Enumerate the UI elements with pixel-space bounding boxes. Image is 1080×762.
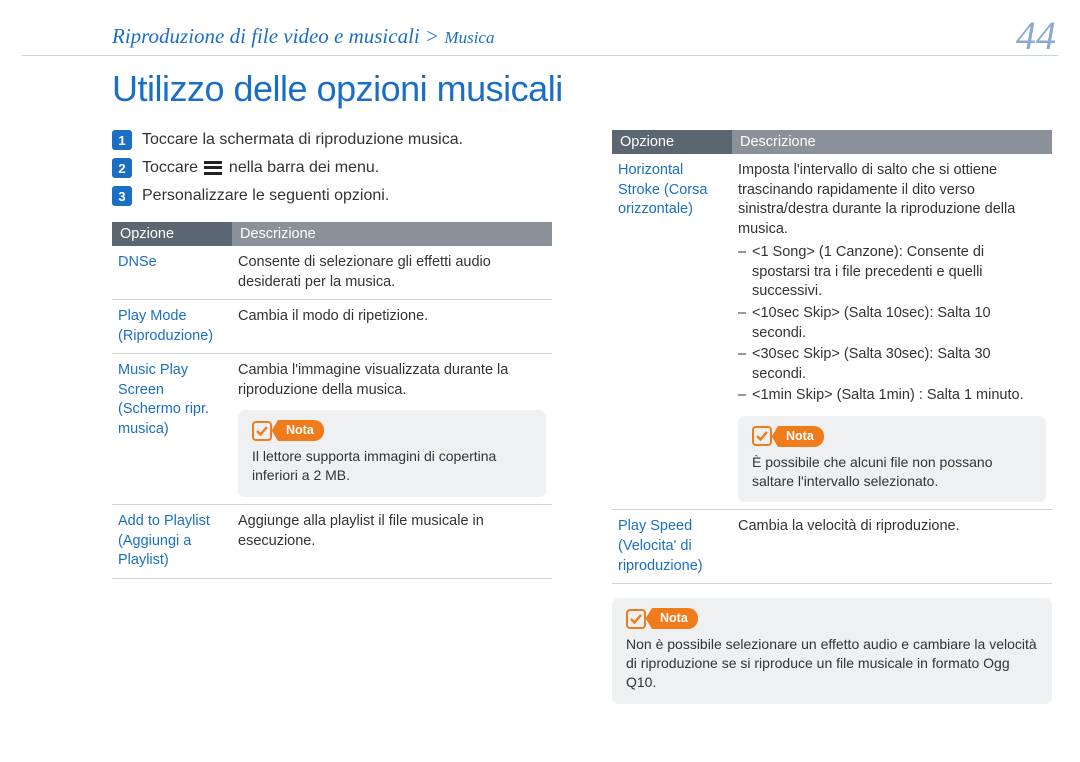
step-3: 3 Personalizzare le seguenti opzioni. bbox=[112, 186, 552, 206]
table-header-row: Opzione Descrizione bbox=[612, 130, 1052, 154]
breadcrumb-main: Riproduzione di file video e musicali > bbox=[112, 24, 439, 48]
nota-icon bbox=[252, 421, 272, 441]
nota-box: Nota Il lettore supporta immagini di cop… bbox=[238, 410, 546, 497]
options-table-left: Opzione Descrizione DNSe Consente di sel… bbox=[112, 222, 552, 579]
step-badge-3: 3 bbox=[112, 186, 132, 206]
table-row: Horizontal Stroke (Corsa orizzontale) Im… bbox=[612, 154, 1052, 510]
steps-list: 1 Toccare la schermata di riproduzione m… bbox=[112, 130, 552, 206]
nota-pill: Nota bbox=[278, 420, 324, 441]
option-desc: Cambia l'immagine visualizzata durante l… bbox=[232, 354, 552, 505]
table-row: Play Speed (Velocita' di riproduzione) C… bbox=[612, 510, 1052, 584]
bullet-list: <1 Song> (1 Canzone): Consente di sposta… bbox=[738, 243, 1046, 406]
page-title: Utilizzo delle opzioni musicali bbox=[112, 68, 563, 110]
step-2-text: Toccare nella barra dei menu. bbox=[142, 159, 379, 177]
bullet-item: <1 Song> (1 Canzone): Consente di sposta… bbox=[738, 243, 1046, 302]
nota-box: Nota È possibile che alcuni file non pos… bbox=[738, 416, 1046, 503]
step-badge-1: 1 bbox=[112, 130, 132, 150]
option-name: Play Mode (Riproduzione) bbox=[112, 300, 232, 354]
table-row: DNSe Consente di selezionare gli effetti… bbox=[112, 246, 552, 300]
step-1: 1 Toccare la schermata di riproduzione m… bbox=[112, 130, 552, 150]
nota-text: Non è possibile selezionare un effetto a… bbox=[626, 635, 1038, 692]
table-row: Music Play Screen (Schermo ripr. musica)… bbox=[112, 354, 552, 505]
option-name: Play Speed (Velocita' di riproduzione) bbox=[612, 510, 732, 584]
table-row: Add to Playlist (Aggiungi a Playlist) Ag… bbox=[112, 505, 552, 579]
option-name: Add to Playlist (Aggiungi a Playlist) bbox=[112, 505, 232, 579]
step-1-text: Toccare la schermata di riproduzione mus… bbox=[142, 131, 463, 149]
table-header-row: Opzione Descrizione bbox=[112, 222, 552, 246]
option-desc: Cambia la velocità di riproduzione. bbox=[732, 510, 1052, 584]
option-name: Music Play Screen (Schermo ripr. musica) bbox=[112, 354, 232, 505]
th-option: Opzione bbox=[112, 222, 232, 246]
step-3-text: Personalizzare le seguenti opzioni. bbox=[142, 187, 389, 205]
th-option: Opzione bbox=[612, 130, 732, 154]
step-badge-2: 2 bbox=[112, 158, 132, 178]
table-row: Play Mode (Riproduzione) Cambia il modo … bbox=[112, 300, 552, 354]
content-columns: 1 Toccare la schermata di riproduzione m… bbox=[112, 130, 1058, 704]
option-desc: Consente di selezionare gli effetti audi… bbox=[232, 246, 552, 300]
nota-label: Nota bbox=[626, 608, 698, 629]
nota-pill: Nota bbox=[778, 426, 824, 447]
nota-pill: Nota bbox=[652, 608, 698, 629]
option-name: Horizontal Stroke (Corsa orizzontale) bbox=[612, 154, 732, 510]
nota-box-bottom: Nota Non è possibile selezionare un effe… bbox=[612, 598, 1052, 704]
th-description: Descrizione bbox=[732, 130, 1052, 154]
nota-label: Nota bbox=[752, 426, 824, 447]
menu-icon bbox=[204, 161, 222, 175]
nota-label: Nota bbox=[252, 420, 324, 441]
breadcrumb: Riproduzione di file video e musicali > … bbox=[112, 24, 494, 49]
step-2: 2 Toccare nella barra dei menu. bbox=[112, 158, 552, 178]
nota-icon bbox=[752, 426, 772, 446]
option-desc: Aggiunge alla playlist il file musicale … bbox=[232, 505, 552, 579]
breadcrumb-sub: Musica bbox=[444, 28, 494, 47]
th-description: Descrizione bbox=[232, 222, 552, 246]
header-divider bbox=[22, 55, 1058, 56]
option-desc: Cambia il modo di ripetizione. bbox=[232, 300, 552, 354]
left-column: 1 Toccare la schermata di riproduzione m… bbox=[112, 130, 552, 704]
bullet-item: <10sec Skip> (Salta 10sec): Salta 10 sec… bbox=[738, 304, 1046, 343]
option-desc: Imposta l'intervallo di salto che si ott… bbox=[732, 154, 1052, 510]
bullet-item: <30sec Skip> (Salta 30sec): Salta 30 sec… bbox=[738, 345, 1046, 384]
bullet-item: <1min Skip> (Salta 1min) : Salta 1 minut… bbox=[738, 386, 1046, 406]
right-column: Opzione Descrizione Horizontal Stroke (C… bbox=[612, 130, 1052, 704]
option-name: DNSe bbox=[112, 246, 232, 300]
nota-icon bbox=[626, 609, 646, 629]
nota-text: Il lettore supporta immagini di copertin… bbox=[252, 447, 532, 485]
page-number: 44 bbox=[1016, 12, 1056, 59]
options-table-right: Opzione Descrizione Horizontal Stroke (C… bbox=[612, 130, 1052, 584]
nota-text: È possibile che alcuni file non possano … bbox=[752, 453, 1032, 491]
